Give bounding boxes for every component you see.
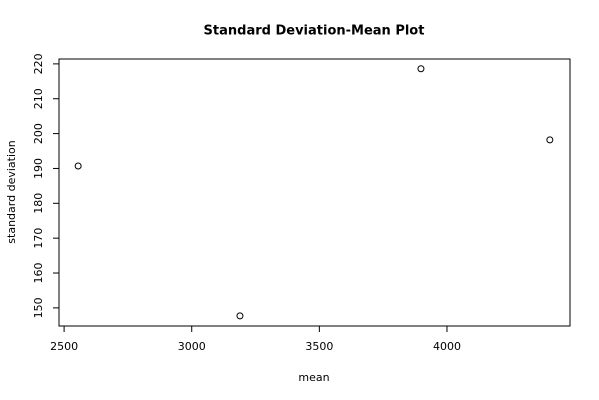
y-tick-label: 200 (32, 123, 45, 144)
y-tick-label: 220 (32, 53, 45, 74)
y-tick-label: 190 (32, 158, 45, 179)
x-axis-label: mean (298, 371, 329, 384)
point (236, 312, 244, 320)
plot-frame (58, 58, 571, 327)
y-axis-label: standard deviation (5, 140, 18, 243)
y-tick-label: 160 (32, 263, 45, 284)
x-tick-label: 4000 (433, 340, 461, 353)
x-tick-label: 2500 (50, 340, 78, 353)
x-tick-label: 3500 (305, 340, 333, 353)
point (74, 162, 82, 170)
x-tick-label: 3000 (178, 340, 206, 353)
point (417, 65, 425, 73)
y-tick-label: 210 (32, 88, 45, 109)
y-tick-label: 150 (32, 297, 45, 318)
y-tick-label: 180 (32, 193, 45, 214)
y-tick-label: 170 (32, 228, 45, 249)
point (546, 136, 554, 144)
chart-title: Standard Deviation-Mean Plot (204, 24, 425, 39)
